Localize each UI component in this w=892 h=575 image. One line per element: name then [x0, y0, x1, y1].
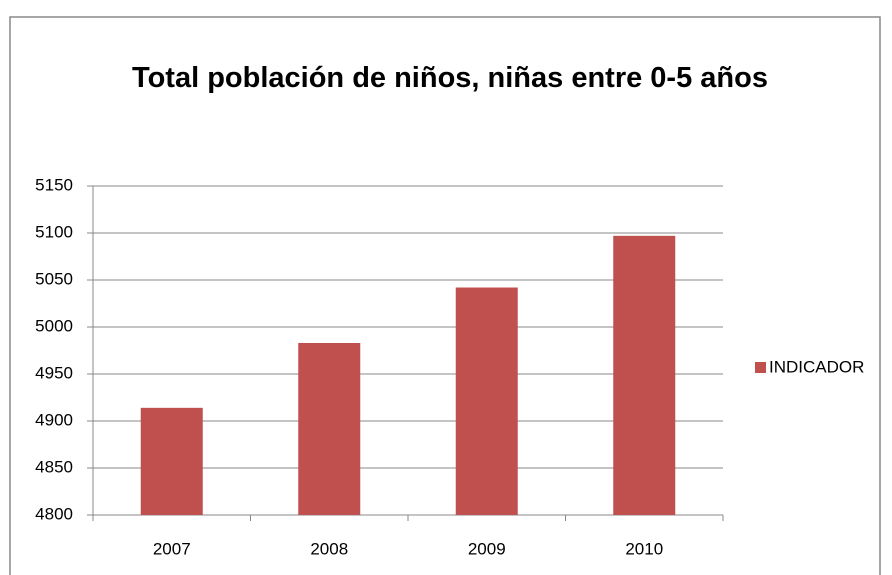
bar [455, 287, 518, 515]
x-tick-label: 2010 [625, 539, 663, 558]
y-tick-label: 5000 [35, 316, 73, 335]
y-tick-label: 4900 [35, 410, 73, 429]
y-tick-label: 4950 [35, 363, 73, 382]
legend-swatch [755, 362, 766, 373]
y-tick-label: 4850 [35, 457, 73, 476]
bar [298, 342, 361, 515]
bar [140, 407, 203, 515]
y-tick-label: 4800 [35, 504, 73, 523]
legend-label: INDICADOR [769, 357, 864, 376]
chart-frame [9, 16, 881, 575]
y-tick-label: 5150 [35, 175, 73, 194]
chart-title: Total población de niños, niñas entre 0-… [132, 62, 768, 94]
y-tick-label: 5050 [35, 269, 73, 288]
x-tick-label: 2008 [310, 539, 348, 558]
y-tick-label: 5100 [35, 222, 73, 241]
x-tick-label: 2007 [153, 539, 191, 558]
x-tick-label: 2009 [468, 539, 506, 558]
bar [613, 235, 676, 515]
